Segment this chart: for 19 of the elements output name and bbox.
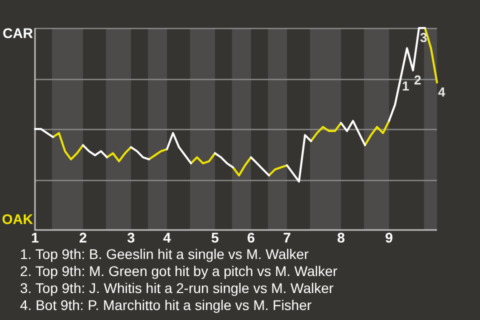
annotation: 1 xyxy=(402,78,410,94)
x-tick-label: 9 xyxy=(385,229,394,246)
text: 2. Top 9th: M. Green got hit by a pitch vs M. Walker xyxy=(20,263,338,280)
text: OAK xyxy=(2,210,33,227)
x-tick-label: 2 xyxy=(79,229,88,246)
x-tick-label: 6 xyxy=(247,229,256,246)
annotation: 2 xyxy=(414,72,422,88)
x-tick-label: 8 xyxy=(337,229,346,246)
text: 4. Bot 9th: P. Marchitto hit a single vs M. Fisher xyxy=(20,297,313,314)
text: CAR xyxy=(2,24,33,41)
annotation: 3 xyxy=(420,30,428,46)
text: 1. Top 9th: B. Geeslin hit a single vs M. Walker xyxy=(20,246,310,263)
x-tick-label: 1 xyxy=(31,229,40,246)
text: 3. Top 9th: J. Whitis hit a 2-run single vs M. Walker xyxy=(20,280,335,297)
x-tick-label: 3 xyxy=(127,229,136,246)
x-tick-label: 4 xyxy=(163,229,172,246)
annotation: 4 xyxy=(438,84,446,100)
x-tick-label: 7 xyxy=(283,229,292,246)
x-tick-label: 5 xyxy=(211,229,220,246)
